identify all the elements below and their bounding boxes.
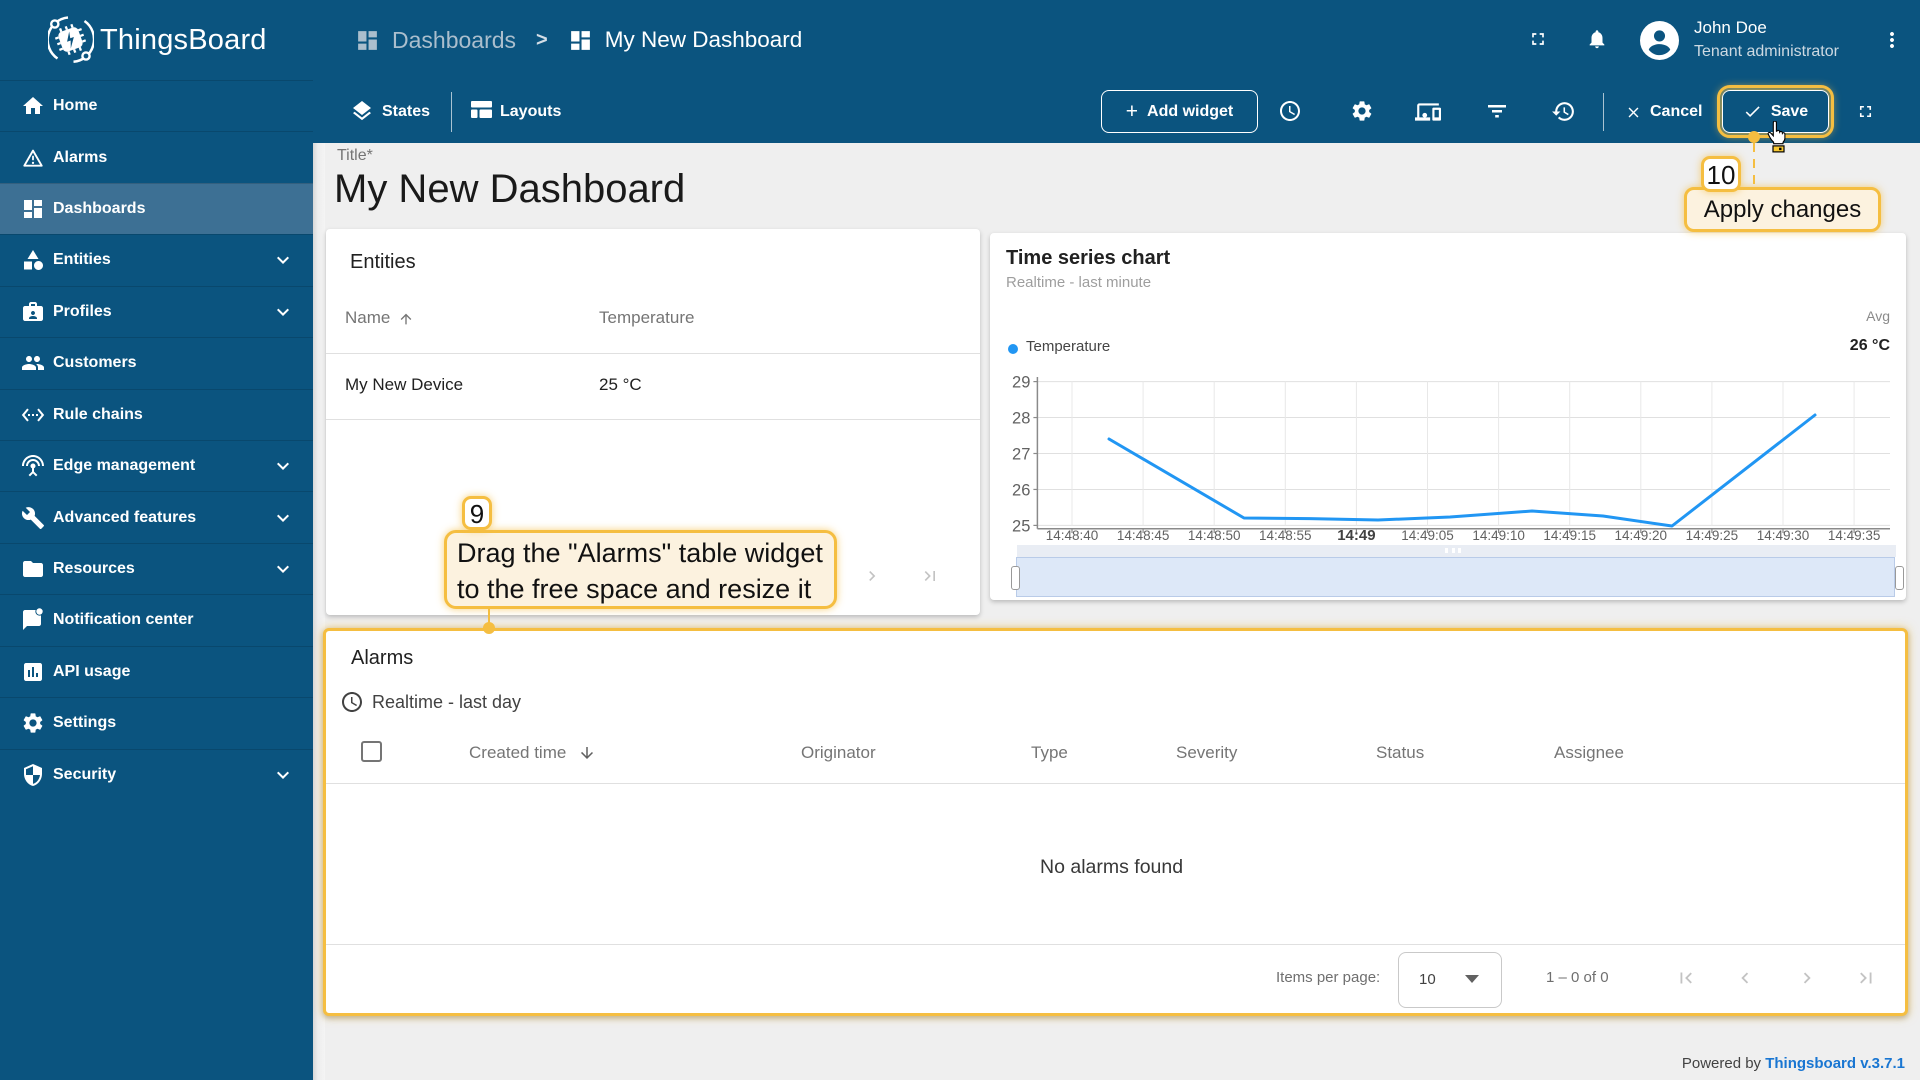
svg-text:14:49:15: 14:49:15 [1543,528,1596,543]
svg-text:14:49:20: 14:49:20 [1615,528,1668,543]
svg-text:14:48:40: 14:48:40 [1046,528,1099,543]
svg-text:14:49:10: 14:49:10 [1472,528,1525,543]
svg-text:14:49: 14:49 [1337,527,1375,544]
svg-text:14:49:05: 14:49:05 [1401,528,1454,543]
svg-text:14:48:45: 14:48:45 [1117,528,1170,543]
svg-text:14:49:35: 14:49:35 [1828,528,1881,543]
svg-text:25: 25 [1012,517,1030,535]
svg-text:14:48:50: 14:48:50 [1188,528,1241,543]
svg-text:26: 26 [1012,481,1030,499]
svg-text:14:48:55: 14:48:55 [1259,528,1312,543]
svg-text:14:49:30: 14:49:30 [1757,528,1810,543]
svg-text:14:49:25: 14:49:25 [1686,528,1739,543]
svg-text:28: 28 [1012,410,1030,428]
svg-text:29: 29 [1012,374,1030,392]
svg-text:27: 27 [1012,446,1030,464]
